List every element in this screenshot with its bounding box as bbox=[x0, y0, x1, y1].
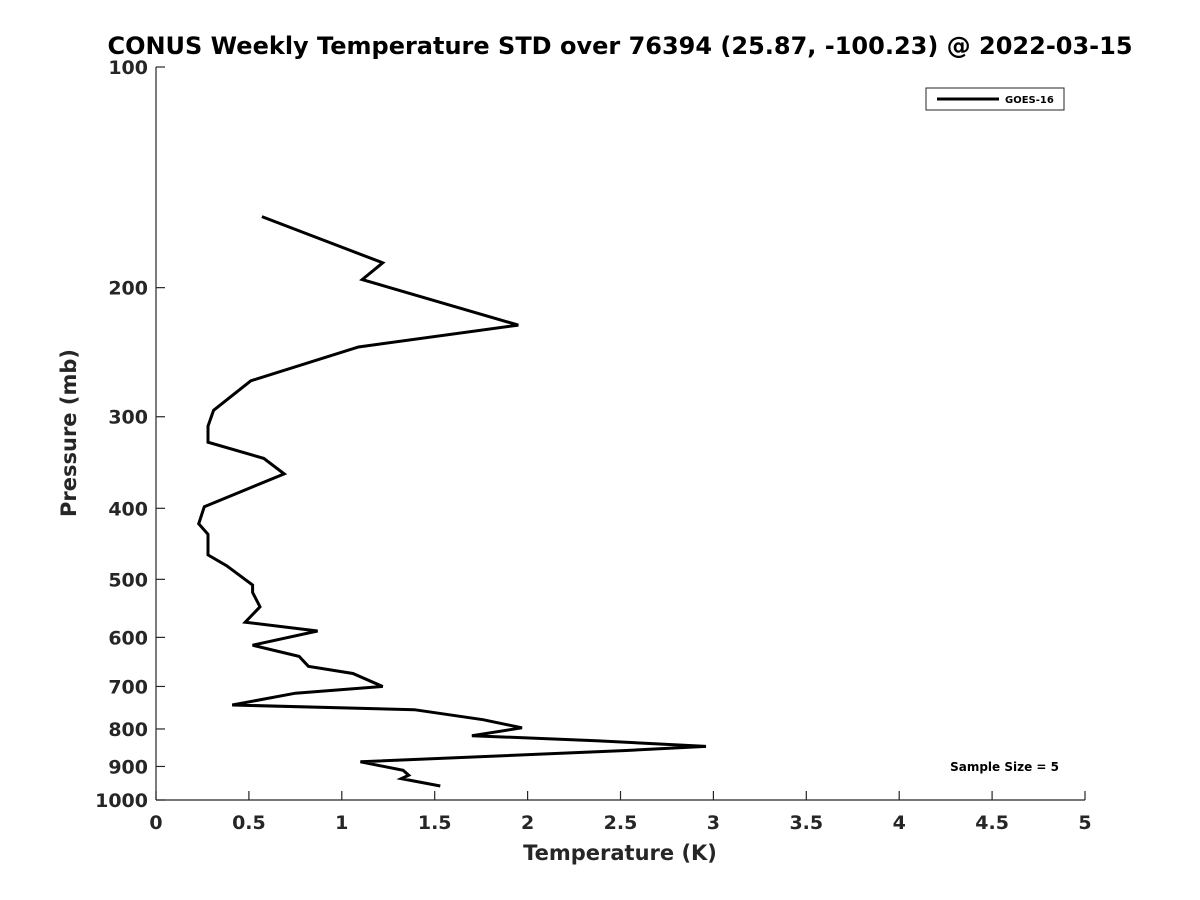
y-tick-label: 400 bbox=[108, 498, 148, 520]
y-tick-label: 800 bbox=[108, 719, 148, 741]
series-line-goes-16 bbox=[197, 215, 707, 788]
x-tick-label: 3.5 bbox=[789, 812, 823, 834]
y-tick-label: 900 bbox=[108, 756, 148, 778]
y-tick-label: 200 bbox=[108, 278, 148, 300]
legend: GOES-16 bbox=[925, 87, 1065, 111]
sample-size-annotation: Sample Size = 5 bbox=[950, 760, 1059, 774]
series-layer bbox=[197, 215, 707, 788]
x-tick-label: 5 bbox=[1078, 812, 1091, 834]
y-tick-label: 700 bbox=[108, 676, 148, 698]
x-axis-ticks: 0 0.5 1 1.5 2 2.5 3 3.5 4 4.5 5 bbox=[149, 791, 1092, 834]
x-tick-label: 0.5 bbox=[232, 812, 266, 834]
x-tick-label: 1 bbox=[335, 812, 348, 834]
x-tick-label: 1.5 bbox=[418, 812, 452, 834]
x-axis-label: Temperature (K) bbox=[523, 841, 717, 865]
x-tick-label: 4.5 bbox=[975, 812, 1009, 834]
y-tick-label: 1000 bbox=[95, 790, 148, 812]
y-tick-label: 600 bbox=[108, 627, 148, 649]
x-tick-label: 4 bbox=[893, 812, 906, 834]
legend-label-goes-16: GOES-16 bbox=[1005, 95, 1054, 106]
x-tick-label: 2.5 bbox=[604, 812, 638, 834]
y-axis-ticks: 100 200 300 400 500 600 700 800 900 1000 bbox=[95, 57, 165, 812]
y-tick-label: 500 bbox=[108, 569, 148, 591]
y-axis-label: Pressure (mb) bbox=[57, 349, 81, 517]
x-tick-label: 2 bbox=[521, 812, 534, 834]
chart-title: CONUS Weekly Temperature STD over 76394 … bbox=[107, 32, 1132, 60]
y-tick-label: 100 bbox=[108, 57, 148, 79]
x-tick-label: 0 bbox=[149, 812, 162, 834]
x-tick-label: 3 bbox=[707, 812, 720, 834]
y-tick-label: 300 bbox=[108, 407, 148, 429]
